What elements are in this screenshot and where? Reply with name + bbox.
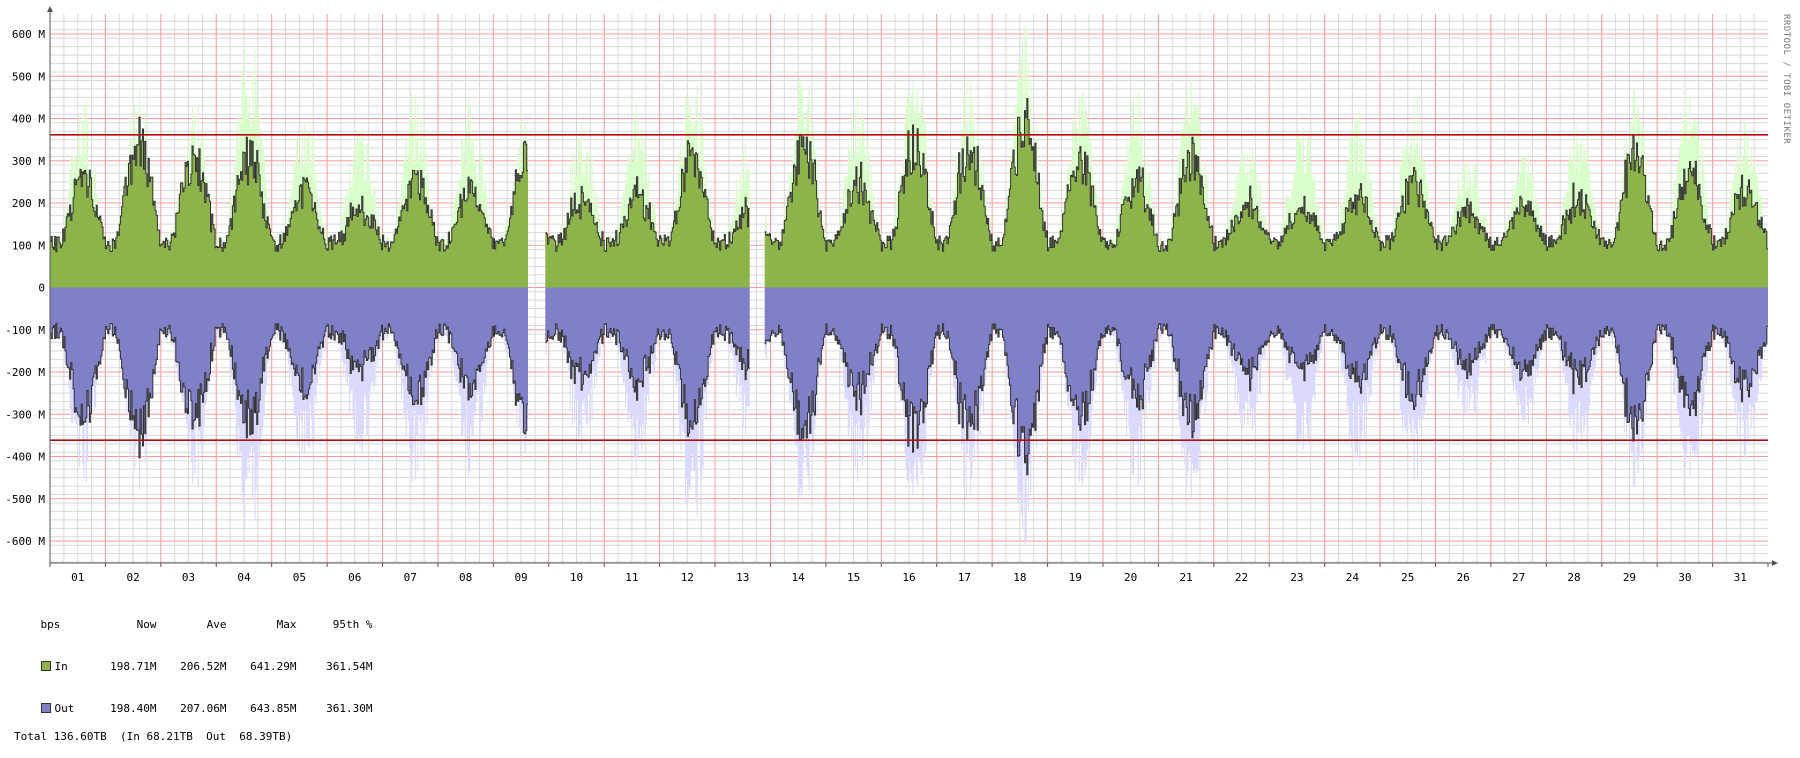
x-tick-label: 29 <box>1623 571 1636 584</box>
legend: bps Now Ave Max 95th % In 198.71M 206.52M 641.2… <box>14 576 373 758</box>
in-average-area <box>545 140 750 288</box>
y-tick-label: -200 M <box>5 366 45 379</box>
in-swatch-icon <box>40 661 51 671</box>
legend-header-ave: Ave <box>206 618 227 631</box>
x-tick-label: 22 <box>1235 571 1248 584</box>
x-tick-label: 05 <box>293 571 306 584</box>
legend-total-in-label: (In <box>119 730 140 743</box>
x-tick-label: 23 <box>1290 571 1303 584</box>
y-tick-label: -400 M <box>5 451 45 464</box>
x-tick-label: 17 <box>958 571 971 584</box>
out-average-area <box>764 287 1768 475</box>
in-average-area <box>50 117 528 288</box>
legend-total-in-value: 68.21TB <box>146 730 193 743</box>
x-tick-label: 14 <box>792 571 806 584</box>
legend-header-max: Max <box>276 618 297 631</box>
legend-out-now: 198.40M <box>110 702 157 715</box>
x-tick-label: 04 <box>237 571 251 584</box>
x-tick-label: 25 <box>1401 571 1414 584</box>
legend-in-95th: 361.54M <box>326 660 373 673</box>
y-tick-label: -500 M <box>5 493 45 506</box>
y-tick-label: 600 M <box>12 28 45 41</box>
x-axis-arrow-icon <box>1772 560 1778 566</box>
x-tick-label: 10 <box>570 571 583 584</box>
x-tick-label: 26 <box>1457 571 1470 584</box>
legend-out-ave: 207.06M <box>180 702 227 715</box>
legend-in-max: 641.29M <box>250 660 297 673</box>
legend-header-95th: 95th % <box>332 618 373 631</box>
out-average-line <box>545 323 750 437</box>
in-average-line <box>545 140 750 252</box>
legend-row-out: Out 198.40M 207.06M 643.85M 361.30M <box>14 688 373 715</box>
percentile-lines <box>50 133 1768 442</box>
x-tick-label: 27 <box>1512 571 1525 584</box>
x-tick-label: 02 <box>127 571 140 584</box>
traffic-areas <box>50 26 1768 545</box>
traffic-chart: 600 M 500 M 400 M 300 M 200 M 100 M 0 -100 M -20… <box>5 6 1791 584</box>
legend-total-label: Total <box>14 730 48 743</box>
x-tick-label: 12 <box>681 571 694 584</box>
credit-text: RRDTOOL / TOBI OETIKER <box>1781 14 1791 144</box>
y-tick-label: 400 M <box>12 113 45 126</box>
x-tick-label: 28 <box>1567 571 1580 584</box>
legend-in-ave: 206.52M <box>180 660 227 673</box>
out-swatch-icon <box>40 703 51 713</box>
x-tick-label: 20 <box>1124 571 1137 584</box>
x-tick-label: 18 <box>1013 571 1026 584</box>
x-tick-label: 09 <box>514 571 527 584</box>
out-average-line <box>50 322 528 459</box>
axes <box>47 6 1778 567</box>
in-average-area <box>764 98 1768 288</box>
y-tick-label: 200 M <box>12 197 45 210</box>
legend-total-row: Total 136.60TB (In 68.21TB Out 68.39TB) <box>14 730 373 744</box>
legend-total-value: 136.60TB <box>53 730 107 743</box>
x-tick-label: 30 <box>1678 571 1691 584</box>
legend-in-name: In <box>54 660 68 673</box>
y-axis-arrow-icon <box>47 6 53 12</box>
legend-total-out-label: Out <box>206 730 226 743</box>
legend-out-95th: 361.30M <box>326 702 373 715</box>
y-tick-label: -300 M <box>5 408 45 421</box>
y-tick-label: 100 M <box>12 239 45 252</box>
y-tick-label: 300 M <box>12 155 45 168</box>
in-average-line <box>764 98 1768 252</box>
y-tick-labels: 600 M 500 M 400 M 300 M 200 M 100 M 0 -100 M -20… <box>5 28 45 548</box>
legend-in-now: 198.71M <box>110 660 157 673</box>
x-tick-labels: 01 02 03 04 05 06 07 08 09 10 11 12 13 14 15 16 17 18 19 20… <box>71 571 1747 584</box>
x-tick-label: 08 <box>459 571 472 584</box>
y-tick-label: 500 M <box>12 70 45 83</box>
x-tick-label: 24 <box>1346 571 1360 584</box>
x-tick-label: 07 <box>404 571 417 584</box>
x-tick-label: 11 <box>625 571 638 584</box>
x-tick-label: 21 <box>1179 571 1192 584</box>
x-tick-label: 01 <box>71 571 84 584</box>
legend-unit: bps <box>40 618 61 631</box>
out-average-area <box>50 287 528 458</box>
legend-header-row: bps Now Ave Max 95th % <box>14 604 373 631</box>
y-tick-label: 0 <box>38 282 45 295</box>
legend-header-now: Now <box>136 618 157 631</box>
x-tick-label: 13 <box>736 571 749 584</box>
x-tick-label: 03 <box>182 571 195 584</box>
legend-out-name: Out <box>54 702 75 715</box>
legend-out-max: 643.85M <box>250 702 297 715</box>
x-tick-label: 06 <box>348 571 361 584</box>
out-average-line <box>764 323 1768 476</box>
legend-row-in: In 198.71M 206.52M 641.29M 361.54M <box>14 646 373 673</box>
x-tick-label: 19 <box>1069 571 1082 584</box>
x-tick-label: 31 <box>1734 571 1747 584</box>
in-average-line <box>50 116 528 253</box>
y-tick-label: -600 M <box>5 535 45 548</box>
y-tick-label: -100 M <box>5 324 45 337</box>
x-tick-label: 15 <box>847 571 860 584</box>
legend-total-out-value: 68.39TB) <box>239 730 293 743</box>
x-tick-label: 16 <box>902 571 915 584</box>
